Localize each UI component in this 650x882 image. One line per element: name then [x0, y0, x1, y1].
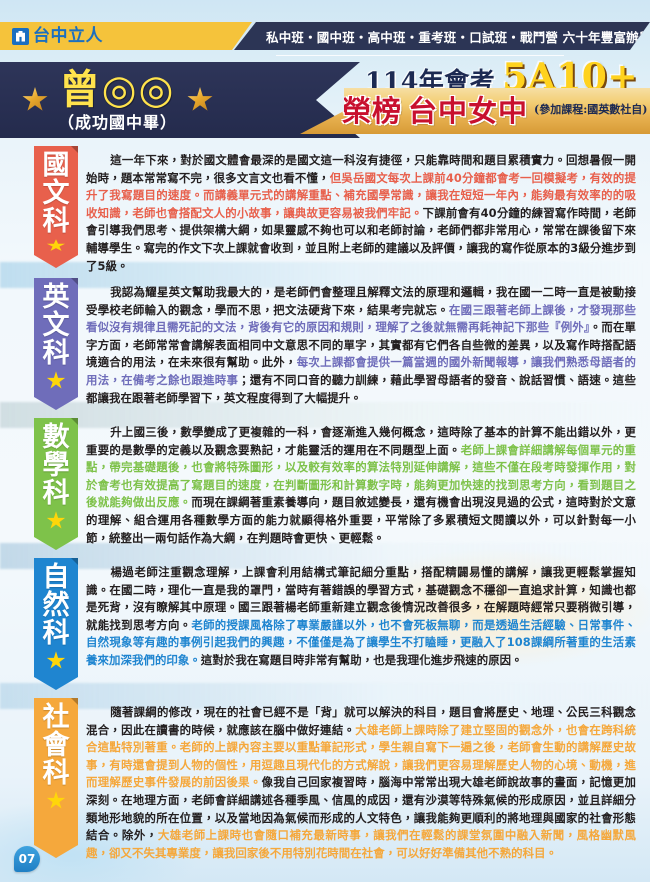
subject-ribbon-math: 數學科 — [34, 418, 78, 550]
subject-label-char-3: 科 — [42, 338, 70, 370]
ribbon-fold-icon — [71, 698, 78, 705]
highlighted-text-2: 在國三跟著老師上課後，才發現那些看似沒有規律且需死記的文法，背後有它的原因和規則… — [86, 302, 636, 335]
subject-label-char-2: 文 — [42, 178, 70, 210]
subject-label-char-2: 然 — [42, 590, 70, 622]
star-icon — [47, 511, 66, 530]
star-icon — [47, 651, 66, 670]
body-text-1: 這一年下來，對於國文體會最深的是國文這一科沒有捷徑，只能靠時間和題目累積實力。回… — [86, 153, 636, 185]
ribbon-fold-icon — [71, 558, 78, 565]
subject-section-math: 數學科升上國三後，數學變成了更複雜的一科，會逐漸進入幾何概念，這時除了基本的計算… — [0, 418, 650, 550]
star-icon-left — [22, 87, 48, 111]
body-text-1: 楊過老師注重觀念理解，上課會利用結構式筆記細分重點，搭配精闢易懂的講解，讓我更輕… — [86, 565, 636, 632]
subject-body-math: 升上國三後，數學變成了更複雜的一科，會逐漸進入幾何概念，這時除了基本的計算不能出… — [86, 424, 636, 547]
admitted-school: 台中女中 — [408, 93, 529, 128]
person-building-icon — [12, 27, 29, 45]
subject-label-char-1: 國 — [42, 150, 70, 181]
body-text-5: ；還有不同口音的聽力訓練，藉此學習母語者的發音、說話習慣、語速。這些都讓我在跟著… — [86, 372, 636, 405]
subject-label-char-2: 文 — [42, 310, 70, 342]
subject-label-char-1: 社 — [42, 702, 70, 733]
star-icon — [47, 239, 66, 252]
ribbon-fold-icon — [71, 278, 78, 285]
subject-label-char-3: 科 — [42, 618, 70, 650]
subject-section-science: 自然科楊過老師注重觀念理解，上課會利用結構式筆記細分重點，搭配精闢易懂的講解，讓… — [0, 558, 650, 690]
page-number-badge: 07 — [14, 846, 40, 872]
subject-label-char-2: 學 — [42, 450, 70, 482]
star-icon — [47, 371, 66, 390]
body-text-3: 像我自己回家複習時，腦海中常常出現大雄老師說故事的畫面，記憶更加深刻。在地理方面… — [86, 775, 636, 843]
highlighted-text-2: 老師的授課風格除了專業嚴謹以外，也不會死板無聊，而是透過生活經驗、日常事件、自然… — [86, 617, 636, 667]
star-icon-right — [187, 87, 213, 111]
brand-slogan: 私中班・國中班・高中班・重考班・口試班・戰鬥營 六十年豐富辦學經驗 — [266, 29, 650, 45]
body-text-1: 升上國三後，數學變成了更複雜的一科，會逐漸進入幾何概念，這時除了基本的計算不能出… — [86, 425, 636, 457]
body-text-1: 隨著課綱的修改，現在的社會已經不是「背」就可以解決的科目，題目會將歷史、地理、公… — [86, 705, 636, 737]
subject-ribbon-chinese: 國文科 — [34, 146, 78, 268]
student-name: 曾◎◎ — [59, 65, 176, 113]
subject-label-char-3: 科 — [42, 478, 70, 510]
subject-body-science: 楊過老師注重觀念理解，上課會利用結構式筆記細分重點，搭配精闢易懂的講解，讓我更輕… — [86, 564, 636, 670]
body-text-1: 我認為耀星英文幫助我最大的，是老師們會整理且解釋文法的原理和邏輯，我在國一二時一… — [86, 285, 636, 317]
highlighted-text-2: 但吳岳國文每次上課前40分鐘都會考一回模擬考，有效的提升了我寫題目的速度。而講義… — [86, 170, 636, 220]
subject-ribbon-social: 社會科 — [34, 698, 78, 858]
highlighted-text-4: 每次上課都會提供一篇當週的國外新聞報導，讓我們熟悉母語者的用法，在備考之餘也跟進… — [86, 355, 636, 387]
subject-label-char-2: 會 — [42, 730, 70, 762]
subject-section-chinese: 國文科這一年下來，對於國文體會最深的是國文這一科沒有捷徑，只能靠時間和題目累積實… — [0, 146, 650, 273]
brand-slogan-banner: 私中班・國中班・高中班・重考班・口試班・戰鬥營 六十年豐富辦學經驗 — [234, 22, 650, 50]
brand-logo[interactable]: 台中立人 — [0, 22, 252, 50]
body-text-3: 。而在單字方面，老師常常會講解表面相同中文意思不同的單字，其實都有它們各自些微的… — [86, 320, 637, 370]
star-icon — [47, 791, 66, 810]
body-text-3: 下課前會有40分鐘的練習寫作時間，老師會引導我們思考、提供架構大綱，如果靈感不夠… — [86, 205, 636, 273]
subject-section-social: 社會科隨著課綱的修改，現在的社會已經不是「背」就可以解決的科目，題目會將歷史、地… — [0, 698, 650, 860]
body-text-3: 這對於我在寫題目時非常有幫助，也是我理化進步飛速的原因。 — [200, 652, 523, 667]
top-bar: 台中立人 私中班・國中班・高中班・重考班・口試班・戰鬥營 六十年豐富辦學經驗 — [0, 22, 650, 50]
subject-label-char-1: 數 — [42, 422, 70, 453]
result-label: 榮榜 — [342, 93, 403, 128]
highlighted-text-2: 大雄老師上課時除了建立堅固的觀念外，也會在跨科統合這點特別著重。老師的上課內容主… — [86, 722, 636, 790]
subject-body-english: 我認為耀星英文幫助我最大的，是老師們會整理且解釋文法的原理和邏輯，我在國一二時一… — [86, 284, 636, 407]
brand-name: 台中立人 — [33, 25, 103, 46]
page-number: 07 — [18, 852, 36, 866]
ribbon-fold-icon — [71, 146, 78, 153]
subject-label-char-3: 科 — [42, 758, 70, 790]
body-text-3: 而現在課綱著重素養導向，題目敘述變長，還有機會出現沒見過的公式，這時對於文意的理… — [86, 495, 636, 545]
subject-ribbon-english: 英文科 — [34, 278, 78, 410]
subject-label-char-3: 科 — [42, 206, 70, 238]
subject-ribbon-science: 自然科 — [34, 558, 78, 690]
student-name-band: 曾◎◎ （成功國中畢） — [0, 62, 360, 138]
student-identity: 曾◎◎ （成功國中畢） — [58, 65, 178, 132]
admission-band: 榮榜 台中女中 (參加課程:國英數社自) — [300, 88, 650, 134]
subject-body-social: 隨著課綱的修改，現在的社會已經不是「背」就可以解決的科目，題目會將歷史、地理、公… — [86, 704, 636, 862]
subject-label-char-1: 英 — [42, 282, 70, 313]
subject-section-english: 英文科我認為耀星英文幫助我最大的，是老師們會整理且解釋文法的原理和邏輯，我在國一… — [0, 278, 650, 410]
decorative-hairline — [276, 55, 564, 56]
ribbon-fold-icon — [71, 418, 78, 425]
student-school: （成功國中畢） — [58, 112, 178, 132]
highlighted-text-4: 大雄老師上課時也會隨口補充最新時事，讓我們在輕鬆的課堂氛圍中融入新聞，風格幽默風… — [86, 828, 636, 860]
subject-label-char-1: 自 — [42, 562, 70, 593]
subject-body-chinese: 這一年下來，對於國文體會最深的是國文這一科沒有捷徑，只能靠時間和題目累積實力。回… — [86, 152, 636, 275]
highlighted-text-2: 老師上課會詳細講解每個單元的重點，帶完基礎題後，也會將特殊圖形，以及較有效率的算… — [86, 442, 636, 510]
courses-taken: (參加課程:國英數社自) — [534, 103, 648, 116]
